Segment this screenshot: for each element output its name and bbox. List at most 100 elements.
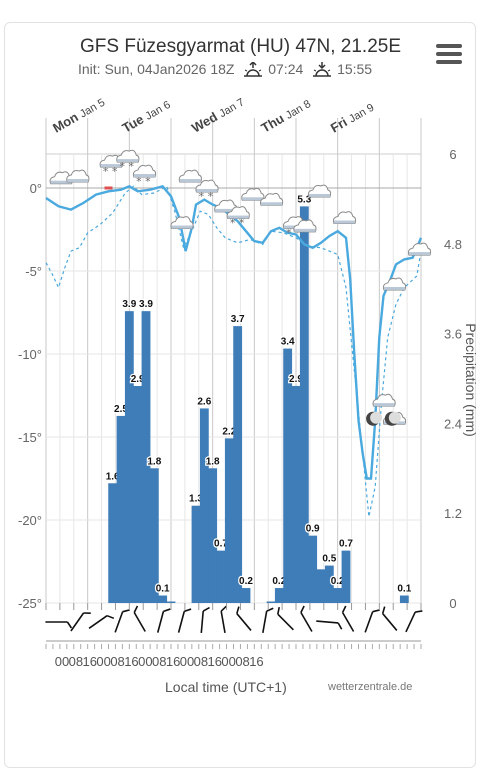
- cloud-base: [196, 189, 218, 192]
- wind-barb-shaft: [382, 613, 398, 631]
- cloud-icon: [307, 184, 332, 198]
- right-axis-tick-label: 4.8: [444, 237, 462, 252]
- precip-bar-label: 1.8: [147, 456, 161, 467]
- precip-bar: [291, 385, 301, 603]
- cloud-base: [215, 208, 237, 212]
- cloud-base: [227, 215, 249, 219]
- sunrise-icon: [244, 62, 263, 78]
- precip-bar: [341, 550, 351, 603]
- hour-tick-label: 08: [194, 654, 208, 669]
- init-time: Init: Sun, 04Jan2026 18Z: [78, 61, 235, 77]
- hour-tick-label: 00: [221, 654, 235, 669]
- cloud-icon: [332, 211, 357, 225]
- precip-bar: [133, 385, 143, 603]
- wind-barb-flag: [202, 606, 210, 612]
- cloud-base: [383, 286, 405, 290]
- precip-bar: [274, 588, 284, 603]
- right-axis-tick-label: 6: [449, 147, 456, 162]
- wind-barb-flag: [83, 612, 91, 614]
- cloud-icon: [372, 393, 396, 407]
- left-axis-tick-label: -5°: [25, 264, 42, 279]
- precip-bar: [149, 468, 159, 603]
- precip-bar: [241, 588, 251, 603]
- wind-barb-flag: [372, 609, 380, 613]
- precip-bar: [199, 408, 209, 603]
- precip-bar: [224, 438, 234, 603]
- hour-tick-label: 16: [83, 654, 97, 669]
- wind-barb-flag: [277, 606, 281, 615]
- precip-bar: [158, 595, 168, 603]
- hour-tick-label: 16: [249, 654, 263, 669]
- day-label: Mon Jan 5: [50, 94, 107, 136]
- hour-tick-label: 08: [69, 654, 83, 669]
- wind-barb: [45, 621, 73, 629]
- precip-bar-label: 0.5: [322, 554, 336, 565]
- wind-barb: [316, 620, 343, 630]
- wind-barb: [381, 606, 398, 631]
- wind-barb-shaft: [405, 611, 416, 633]
- page-title: GFS Füzesgyarmat (HU) 47N, 21.25E: [80, 36, 401, 57]
- day-date: Jan 9: [347, 102, 376, 126]
- precip-bar: [324, 565, 334, 603]
- hour-tick-label: 00: [96, 654, 110, 669]
- wind-barb-flag: [300, 605, 305, 613]
- cloud-icon: [214, 199, 238, 213]
- precip-bar: [333, 588, 343, 603]
- wind-barb: [200, 606, 210, 634]
- precip-bar: [108, 483, 118, 603]
- hour-tick-label: 08: [152, 654, 166, 669]
- wind-barb-flag: [236, 606, 240, 614]
- snowflake-glyph: *: [295, 227, 301, 240]
- precip-bar-label: 0.1: [156, 584, 170, 595]
- wind-barb-shaft: [236, 613, 252, 631]
- hour-tick-label: 16: [208, 654, 222, 669]
- wind-barb: [405, 610, 423, 633]
- hamburger-menu-icon[interactable]: [436, 44, 462, 64]
- snowflake-glyph: *: [208, 190, 214, 203]
- wind-barb-flag: [106, 614, 115, 620]
- wind-barb-flag: [337, 622, 343, 630]
- moon-icon: [384, 411, 401, 426]
- precip-bar: [308, 535, 318, 603]
- hour-tick-label: 16: [124, 654, 138, 669]
- wind-barb-shaft: [300, 612, 313, 632]
- moon-icon: [366, 411, 383, 426]
- snowflake-glyph: *: [120, 160, 126, 173]
- right-axis-tick-label: 3.6: [444, 327, 462, 342]
- precip-bar: [233, 326, 243, 603]
- left-axis-tick-label: -25°: [18, 596, 42, 611]
- snow-icon: * *: [226, 206, 250, 230]
- precip-bar: [216, 550, 226, 603]
- precip-bar-label: 2.6: [197, 396, 211, 407]
- snowflake-glyph: *: [199, 190, 205, 203]
- wind-barb-flag: [381, 606, 386, 614]
- cloud-base: [117, 159, 139, 163]
- precip-bar-label: 0.9: [306, 524, 320, 535]
- snowflake-glyph: *: [103, 165, 109, 178]
- snowflake-glyph: *: [239, 217, 245, 230]
- wind-barb-flag: [122, 609, 130, 613]
- wind-barb: [133, 605, 146, 632]
- precip-bar: [299, 206, 309, 603]
- snowflake-glyph: *: [230, 217, 236, 230]
- credit-text: wetterzentrale.de: [328, 681, 413, 693]
- left-axis-tick-label: -15°: [18, 430, 42, 445]
- precip-bar-label: 0.1: [397, 584, 411, 595]
- wind-barb-shaft: [262, 611, 268, 633]
- cloud-icon: [66, 169, 90, 183]
- precip-bar-label: 3.9: [139, 299, 153, 310]
- wind-barb-shaft: [88, 615, 108, 629]
- cloud-base: [171, 225, 193, 229]
- hour-tick-label: 16: [166, 654, 180, 669]
- snow-icon: * *: [195, 179, 219, 203]
- cloud-icon: [170, 216, 194, 230]
- moon-crescent: [388, 411, 401, 424]
- precip-bar: [141, 311, 151, 603]
- day-date: Jan 7: [217, 96, 246, 120]
- cloud-base: [373, 403, 395, 407]
- precip-bar-label: 3.4: [281, 337, 295, 348]
- sunset-icon: [313, 62, 332, 78]
- cloud-icon: [178, 169, 202, 183]
- snow-icon: * *: [116, 149, 140, 173]
